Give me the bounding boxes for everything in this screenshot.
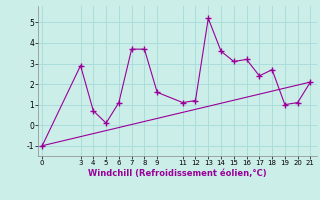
X-axis label: Windchill (Refroidissement éolien,°C): Windchill (Refroidissement éolien,°C) (88, 169, 267, 178)
